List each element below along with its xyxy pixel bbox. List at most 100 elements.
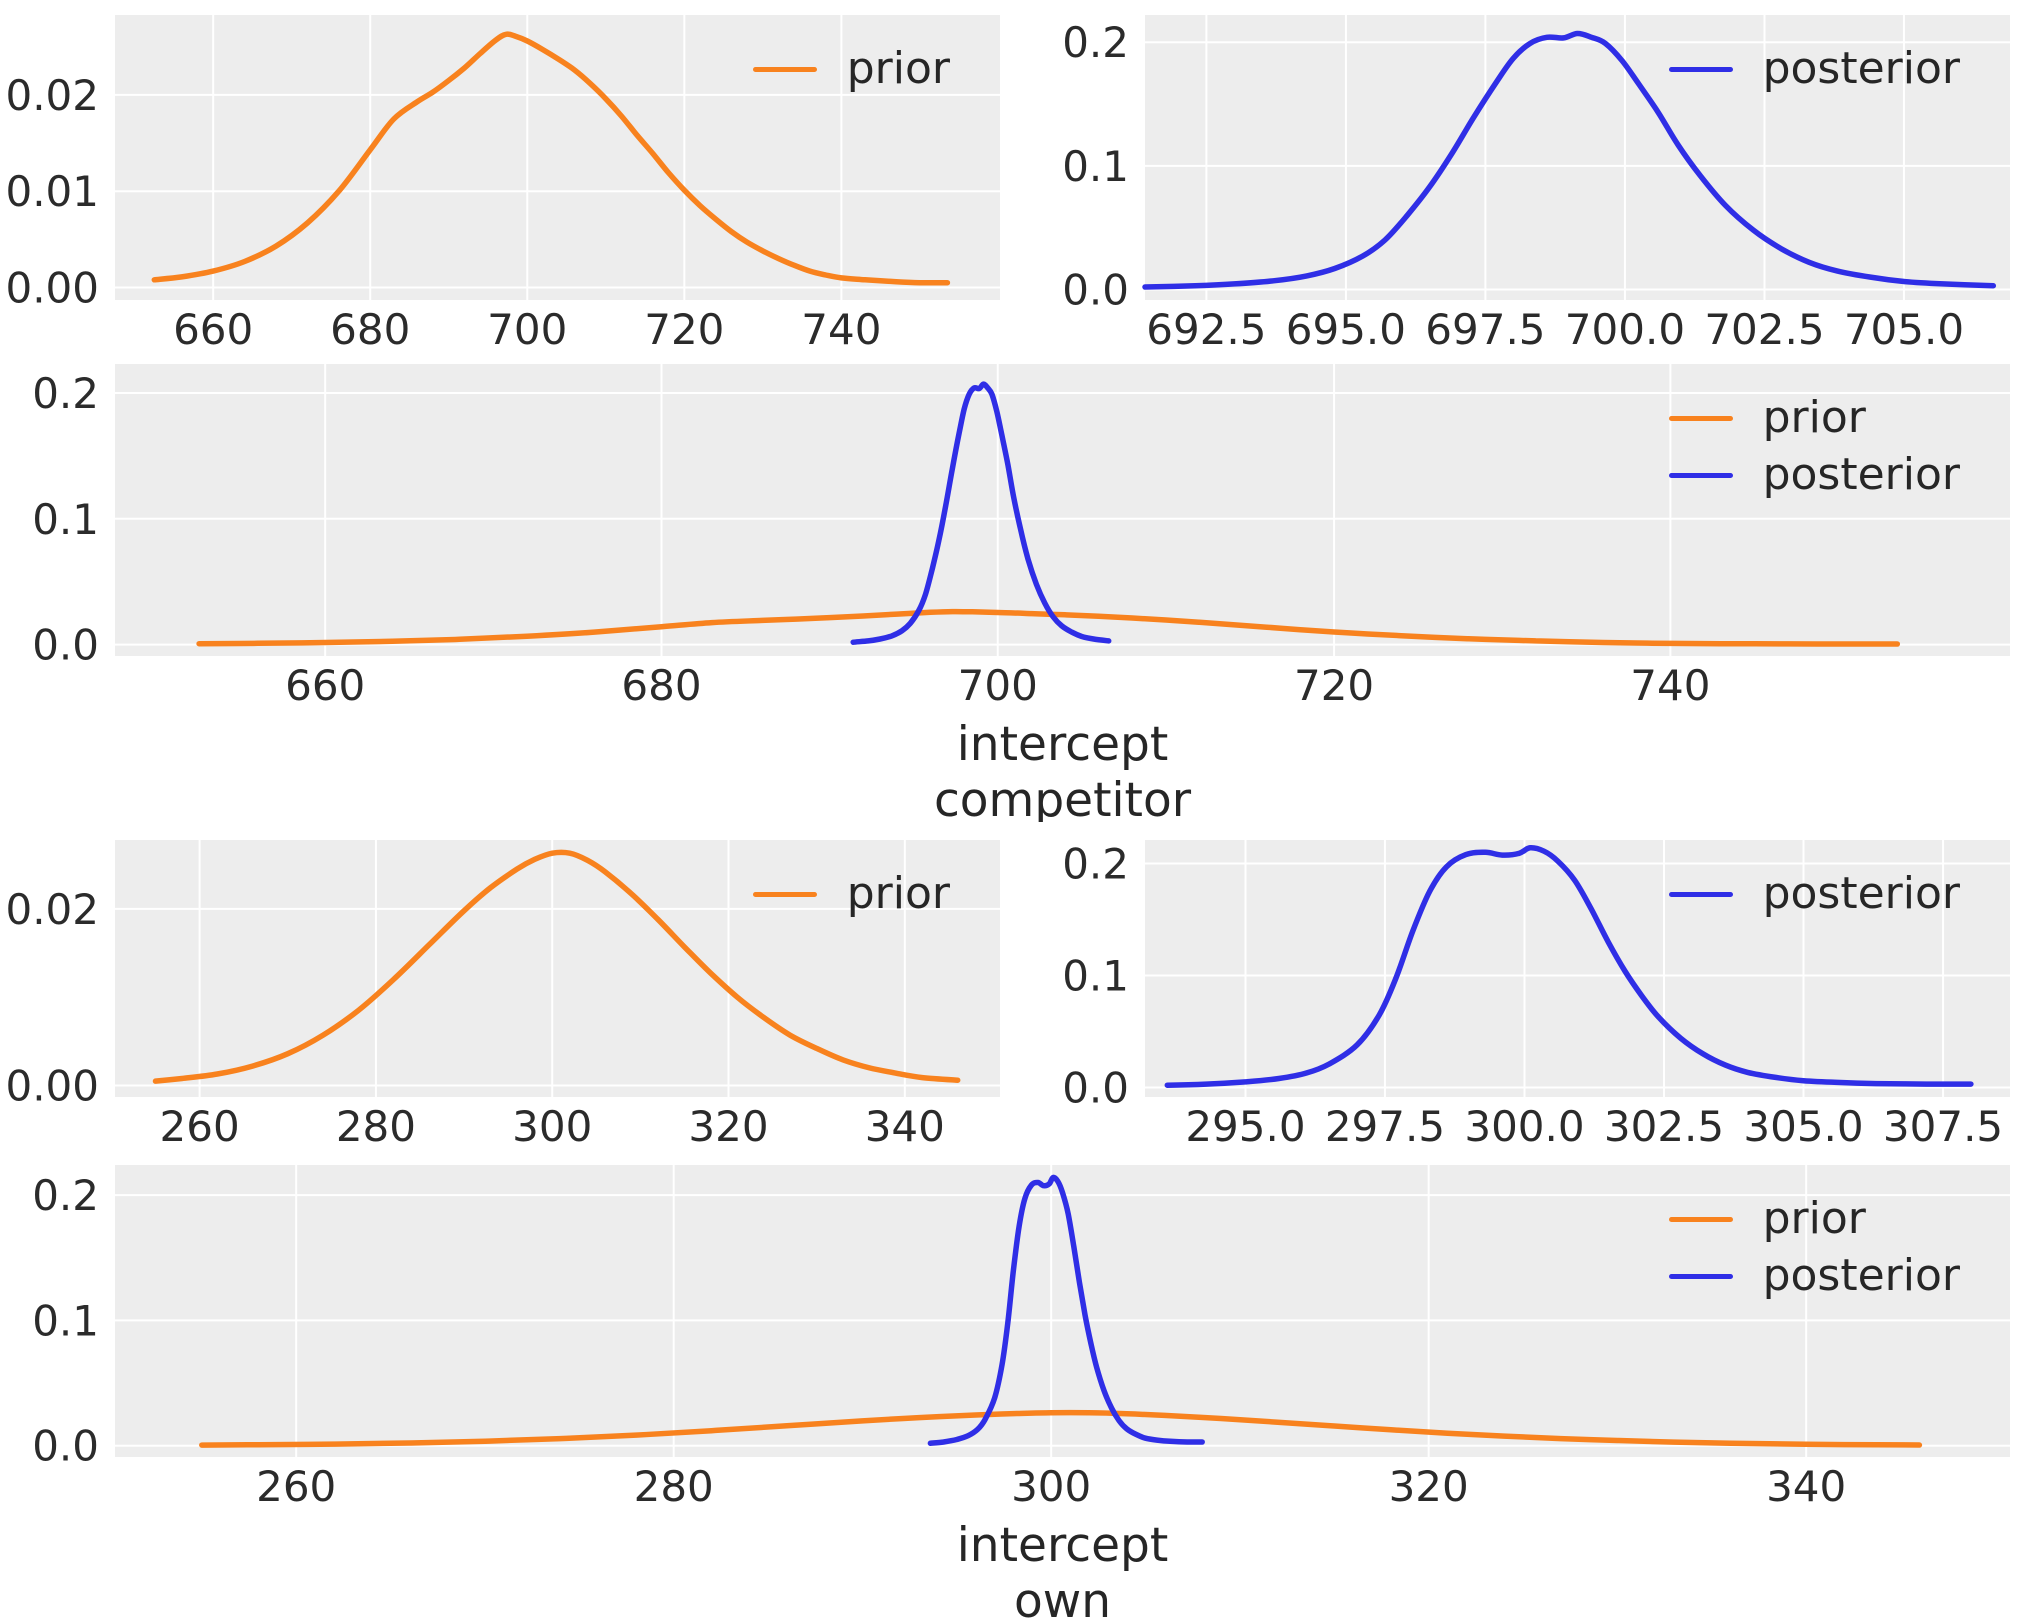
posterior-legend-line-sample <box>1668 472 1733 478</box>
x-tick-label: 705.0 <box>1844 305 1964 350</box>
y-tick-label: 0.2 <box>32 369 99 418</box>
x-axis-label-line: intercept <box>957 1518 1169 1573</box>
legend: posterior <box>1668 42 1960 95</box>
plot-area <box>115 364 2010 656</box>
x-axis-label-line: intercept <box>957 717 1169 772</box>
y-tick-label: 0.2 <box>1062 18 1129 67</box>
chart-prior-own: 260 280 300 320 340 0.00 0.02 prior <box>0 822 1023 1152</box>
x-tick-label: 295.0 <box>1185 1102 1305 1151</box>
y-tick-label: 0.00 <box>5 263 99 312</box>
x-tick-label: 320 <box>688 1102 768 1151</box>
x-tick-label: 720 <box>644 305 724 350</box>
legend-entry-posterior: posterior <box>1668 448 1960 501</box>
x-tick-label: 297.5 <box>1325 1102 1445 1151</box>
chart-posterior-own: 295.0 297.5 300.0 302.5 305.0 307.5 0.0 0.1 0.2 p… <box>1023 822 2023 1152</box>
chart-prior-competitor: 660 680 700 720 740 0.00 0.01 0.02 prior <box>0 0 1023 350</box>
plot-svg: 660 680 700 720 740 0.00 0.01 0.02 <box>5 15 1000 350</box>
legend: prior posterior <box>1668 1193 1960 1302</box>
legend-label: prior <box>1762 391 1866 443</box>
x-tick-label: 700 <box>487 305 567 350</box>
x-tick-label: 302.5 <box>1604 1102 1724 1151</box>
y-tick-label: 0.1 <box>1062 951 1129 1000</box>
x-tick-label: 660 <box>285 661 365 710</box>
x-tick-label: 280 <box>336 1102 416 1151</box>
y-tick-label: 0.1 <box>32 495 99 544</box>
legend-label: posterior <box>1762 42 1960 94</box>
prior-legend-line-sample <box>752 66 817 72</box>
posterior-density-curve <box>927 1174 1205 1446</box>
x-tick-label: 740 <box>1630 661 1710 710</box>
legend: prior <box>752 42 950 95</box>
x-tick-label: 692.5 <box>1146 305 1266 350</box>
legend-entry-prior: prior <box>752 42 950 95</box>
prior-density-curve <box>151 31 951 286</box>
legend-entry-prior: prior <box>1668 391 1960 444</box>
prior-legend-line-sample <box>1668 415 1733 421</box>
legend-entry-prior: prior <box>1668 1193 1960 1245</box>
legend-entry-prior: prior <box>752 867 950 920</box>
y-tick-label: 0.1 <box>1062 142 1129 191</box>
plot-area <box>115 840 1000 1097</box>
x-tick-label: 260 <box>256 1462 336 1511</box>
y-tick-label: 0.0 <box>32 1422 99 1471</box>
x-tick-label: 280 <box>634 1462 714 1511</box>
y-tick-label: 0.00 <box>5 1062 99 1111</box>
x-tick-label: 305.0 <box>1743 1102 1863 1151</box>
chart-prior-posterior-competitor: 660 680 700 720 740 0.0 0.1 0.2 intercept competi… <box>0 350 2023 822</box>
prior-legend-line-sample <box>752 891 817 897</box>
x-tick-label: 702.5 <box>1704 305 1824 350</box>
prior-density-curve <box>199 1409 1923 1448</box>
x-axis-label-line: own <box>1014 1574 1111 1623</box>
y-tick-label: 0.0 <box>1062 265 1129 314</box>
prior-density-curve <box>152 849 961 1084</box>
legend-entry-posterior: posterior <box>1668 42 1960 95</box>
x-axis-label-line: competitor <box>934 773 1192 822</box>
y-tick-label: 0.0 <box>32 621 99 670</box>
legend-label: prior <box>846 867 950 919</box>
legend: prior posterior <box>1668 391 1960 501</box>
legend: prior <box>752 867 950 920</box>
x-tick-label: 300 <box>1011 1462 1091 1511</box>
posterior-legend-line-sample <box>1668 891 1733 897</box>
x-tick-label: 720 <box>1294 661 1374 710</box>
x-tick-label: 320 <box>1389 1462 1469 1511</box>
legend-entry-posterior: posterior <box>1668 867 1960 920</box>
posterior-density-curve <box>850 381 1112 645</box>
plot-area <box>1145 15 2010 300</box>
legend-label: posterior <box>1762 867 1960 919</box>
prior-density-curve <box>196 608 1901 647</box>
x-tick-label: 660 <box>173 305 253 350</box>
plot-svg: 295.0 297.5 300.0 302.5 305.0 307.5 0.0 0.1 0.2 <box>1062 840 2010 1151</box>
plot-area <box>115 1165 2010 1457</box>
x-tick-label: 740 <box>801 305 881 350</box>
x-tick-label: 700 <box>958 661 1038 710</box>
legend-label: prior <box>846 42 950 94</box>
posterior-legend-line-sample <box>1668 66 1733 72</box>
x-tick-label: 695.0 <box>1286 305 1406 350</box>
y-tick-label: 0.2 <box>32 1171 99 1220</box>
x-tick-label: 680 <box>330 305 410 350</box>
x-tick-label: 300.0 <box>1464 1102 1584 1151</box>
legend-entry-posterior: posterior <box>1668 1250 1960 1302</box>
y-tick-label: 0.0 <box>1062 1063 1129 1112</box>
y-tick-label: 0.2 <box>1062 840 1129 889</box>
prior-legend-line-sample <box>1668 1216 1733 1222</box>
x-tick-label: 680 <box>621 661 701 710</box>
legend: posterior <box>1668 867 1960 920</box>
x-tick-label: 260 <box>160 1102 240 1151</box>
y-tick-label: 0.02 <box>5 885 99 934</box>
x-tick-label: 340 <box>865 1102 945 1151</box>
x-tick-label: 300 <box>512 1102 592 1151</box>
x-tick-label: 697.5 <box>1425 305 1545 350</box>
y-tick-label: 0.02 <box>5 71 99 120</box>
chart-prior-posterior-own: 260 280 300 320 340 0.0 0.1 0.2 intercept own prio… <box>0 1152 2023 1623</box>
plot-svg: 692.5 695.0 697.5 700.0 702.5 705.0 0.0 0.1 0.2 <box>1062 15 2010 350</box>
posterior-density-curve <box>1164 845 1974 1088</box>
y-tick-label: 0.01 <box>5 167 99 216</box>
posterior-density-curve <box>1142 30 1997 290</box>
x-tick-label: 307.5 <box>1883 1102 2003 1151</box>
plot-svg: 260 280 300 320 340 0.00 0.02 <box>5 840 1000 1151</box>
chart-posterior-competitor: 692.5 695.0 697.5 700.0 702.5 705.0 0.0 0.1 0.2 p… <box>1023 0 2023 350</box>
legend-label: posterior <box>1762 448 1960 500</box>
